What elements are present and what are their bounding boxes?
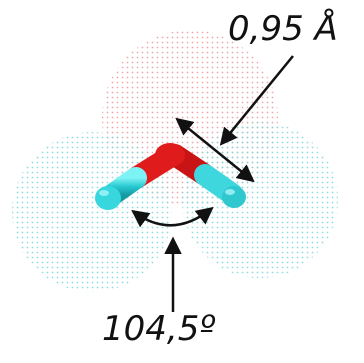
bond-angle-label: 104,5º xyxy=(102,309,216,349)
bond-length-label: 0,95 Å xyxy=(228,9,338,49)
oxygen-atom xyxy=(155,143,185,167)
bond-length-double-arrow xyxy=(175,117,255,183)
hydrogen-cloud-left xyxy=(12,132,172,292)
hydrogen-highlight-left xyxy=(99,190,109,196)
hydrogen-cloud-right xyxy=(182,122,338,278)
bond-angle-arc xyxy=(131,206,214,228)
hydrogen-highlight-right xyxy=(225,189,235,195)
annotations xyxy=(131,55,294,312)
water-molecule xyxy=(95,143,246,210)
hydrogen-atom-left xyxy=(95,186,121,210)
hydrogen-atom-right xyxy=(222,186,246,208)
